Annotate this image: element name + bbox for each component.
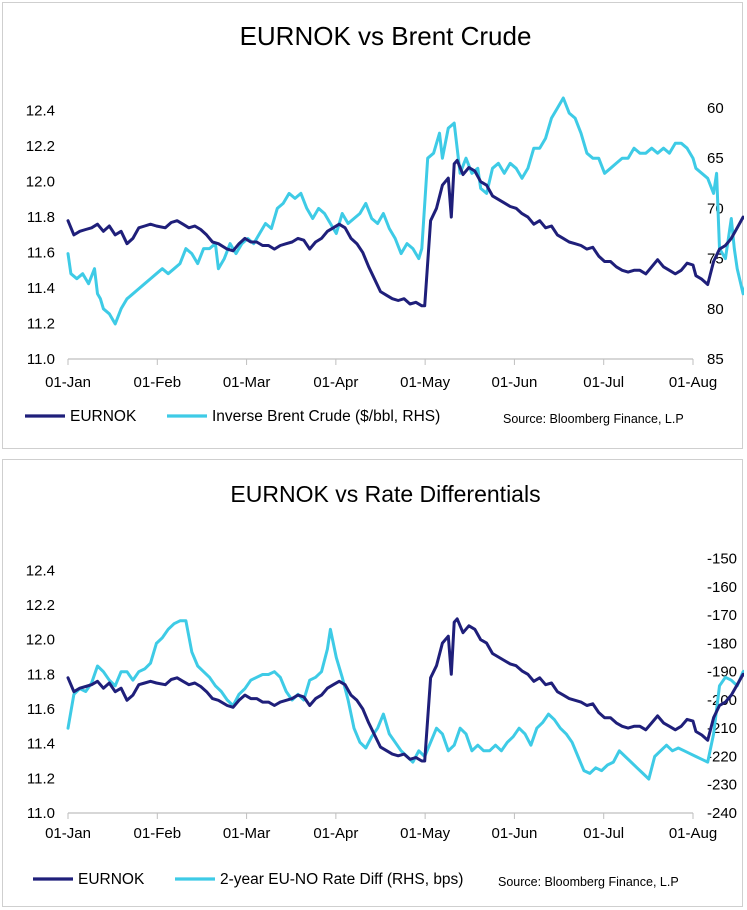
legend-label: 2-year EU-NO Rate Diff (RHS, bps) [220, 871, 463, 888]
chart-panel-rates: EURNOK vs Rate Differentials 01-Jan 01-Feb… [2, 459, 744, 907]
x-tick-label: 01-Jul [583, 825, 624, 842]
x-tick-label: 01-Feb [134, 374, 182, 391]
y-left-tick-label: 11.6 [27, 245, 55, 262]
chart-svg-brent: EURNOK vs Brent Crude 01-Jan 01-Feb 01-Mar 0… [25, 21, 744, 426]
y-left-tick-label: 12.2 [26, 597, 55, 614]
series-line-inverse-brent [66, 96, 744, 326]
x-tick-label: 01-Jul [583, 374, 624, 391]
y-right-tick-label: 65 [707, 150, 724, 167]
legend-label: Inverse Brent Crude ($/bbl, RHS) [212, 408, 440, 425]
x-tick-label: 01-Apr [313, 374, 358, 391]
y-left-tick-label: 12.4 [26, 103, 55, 120]
y-left-tick-label: 12.0 [26, 632, 55, 649]
y-right-tick-label: -230 [707, 777, 737, 794]
y-left-tick-label: 11.8 [27, 209, 55, 226]
y-left-tick-label: 12.4 [26, 562, 55, 579]
x-tick-label: 01-Jan [45, 374, 91, 391]
y-right-tick-label: -160 [707, 579, 737, 596]
y-right-tick-label: 60 [707, 100, 724, 117]
y-right-tick-label: -240 [707, 805, 737, 822]
series-line-eurnok [66, 158, 744, 308]
x-tick-label: 01-Jun [491, 374, 537, 391]
chart-panel-brent: EURNOK vs Brent Crude 01-Jan 01-Feb 01-Mar 0… [2, 2, 744, 449]
y-right-tick-label: -170 [707, 607, 737, 624]
y-left-tick-label: 11.8 [27, 666, 55, 683]
y-left-tick-label: 11.6 [27, 701, 55, 718]
chart-title: EURNOK vs Brent Crude [240, 21, 532, 51]
x-tick-label: 01-Mar [223, 374, 271, 391]
source-note: Source: Bloomberg Finance, L.P [503, 412, 684, 426]
chart-title: EURNOK vs Rate Differentials [230, 481, 540, 507]
y-right-tick-label: 85 [707, 351, 724, 368]
y-left-tick-label: 11.0 [27, 805, 55, 822]
y-right-tick-label: 80 [707, 301, 724, 318]
y-left-tick-label: 11.4 [27, 736, 55, 753]
y-left-tick-label: 11.4 [27, 280, 55, 297]
x-tick-label: 01-Aug [669, 374, 717, 391]
chart-svg-rates: EURNOK vs Rate Differentials 01-Jan 01-Feb… [26, 481, 744, 889]
x-tick-label: 01-Feb [134, 825, 182, 842]
y-right-tick-label: 70 [707, 200, 724, 217]
y-left-tick-label: 11.0 [27, 351, 55, 368]
x-tick-label: 01-Aug [669, 825, 717, 842]
legend-label: EURNOK [78, 871, 145, 888]
y-left-tick-label: 11.2 [27, 316, 55, 333]
y-right-tick-label: -180 [707, 635, 737, 652]
x-tick-label: 01-Jan [45, 825, 91, 842]
series-line-rate-diff [66, 619, 744, 781]
x-tick-label: 01-Mar [223, 825, 271, 842]
series-line-eurnok [66, 617, 744, 763]
x-tick-label: 01-May [400, 825, 451, 842]
x-tick-label: 01-Apr [313, 825, 358, 842]
y-left-tick-label: 12.0 [26, 174, 55, 191]
y-right-tick-label: -220 [707, 748, 737, 765]
source-note: Source: Bloomberg Finance, L.P [498, 875, 679, 889]
legend-label: EURNOK [70, 408, 137, 425]
y-left-tick-label: 12.2 [26, 138, 55, 155]
y-left-tick-label: 11.2 [27, 770, 55, 787]
y-right-tick-label: -190 [707, 664, 737, 681]
x-tick-label: 01-May [400, 374, 451, 391]
x-tick-label: 01-Jun [491, 825, 537, 842]
y-right-tick-label: -150 [707, 551, 737, 568]
